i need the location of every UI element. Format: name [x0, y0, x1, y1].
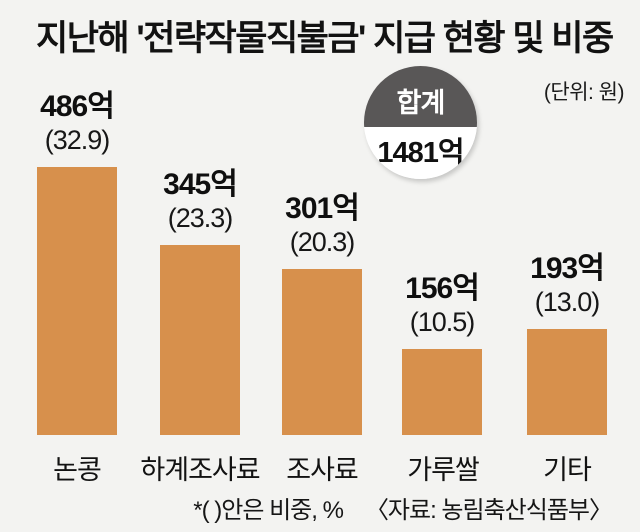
- category-label-josaryo: 조사료: [286, 455, 359, 485]
- bar: [160, 245, 240, 435]
- chart-title: 지난해 '전략작물직불금' 지급 현황 및 비중: [36, 19, 614, 58]
- footnote-text: *( )안은 비중, %: [193, 497, 344, 524]
- unit-label: (단위: 원): [543, 81, 625, 104]
- bar-value-labels: 486억 (32.9): [40, 90, 115, 157]
- bar-group-nonkong: 486억 (32.9): [37, 90, 117, 435]
- category-label-nonkong: 논콩: [53, 455, 102, 485]
- bar-group-garussal: 156억 (10.5): [402, 272, 482, 435]
- bar: [282, 269, 362, 435]
- bar-group-hagye-josaryo: 345억 (23.3): [160, 168, 240, 435]
- source-credit: 〈자료: 농림축산식품부〉: [364, 497, 613, 524]
- category-label-gita: 기타: [543, 455, 592, 485]
- bar-percent-label: (32.9): [44, 125, 111, 155]
- bar-chart: 486억 (32.9) 345억 (23.3) 301억 (20.3) 156억…: [37, 90, 607, 435]
- category-label-hagye-josaryo: 하계조사료: [140, 455, 260, 485]
- bar-percent-label: (23.3): [167, 203, 234, 233]
- total-badge-label: 합계: [396, 88, 446, 118]
- category-label-garussal: 가루쌀: [407, 455, 480, 485]
- bar-value-label: 301억: [285, 192, 360, 225]
- chart-footer: *( )안은 비중, % 〈자료: 농림축산식품부〉: [193, 490, 613, 525]
- bar: [402, 349, 482, 435]
- bar-value-labels: 301억 (20.3): [285, 192, 360, 259]
- bar-percent-label: (20.3): [289, 227, 356, 257]
- total-badge-value: 1481억: [377, 137, 464, 169]
- bar-value-label: 156억: [405, 272, 480, 305]
- bar-group-josaryo: 301억 (20.3): [282, 192, 362, 435]
- total-badge: 합계 1481억: [364, 66, 477, 179]
- bar-value-labels: 345억 (23.3): [163, 168, 238, 235]
- category-axis: 논콩 하계조사료 조사료 가루쌀 기타: [0, 448, 640, 485]
- bar: [527, 329, 607, 435]
- bar-value-label: 345억: [163, 168, 238, 201]
- bar: [37, 167, 117, 435]
- bar-value-labels: 156억 (10.5): [405, 272, 480, 339]
- bar-value-labels: 193억 (13.0): [530, 252, 605, 319]
- bar-percent-label: (10.5): [409, 307, 476, 337]
- bar-value-label: 486억: [40, 90, 115, 123]
- bar-value-label: 193억: [530, 252, 605, 285]
- bar-percent-label: (13.0): [534, 287, 601, 317]
- bar-group-gita: 193억 (13.0): [527, 252, 607, 435]
